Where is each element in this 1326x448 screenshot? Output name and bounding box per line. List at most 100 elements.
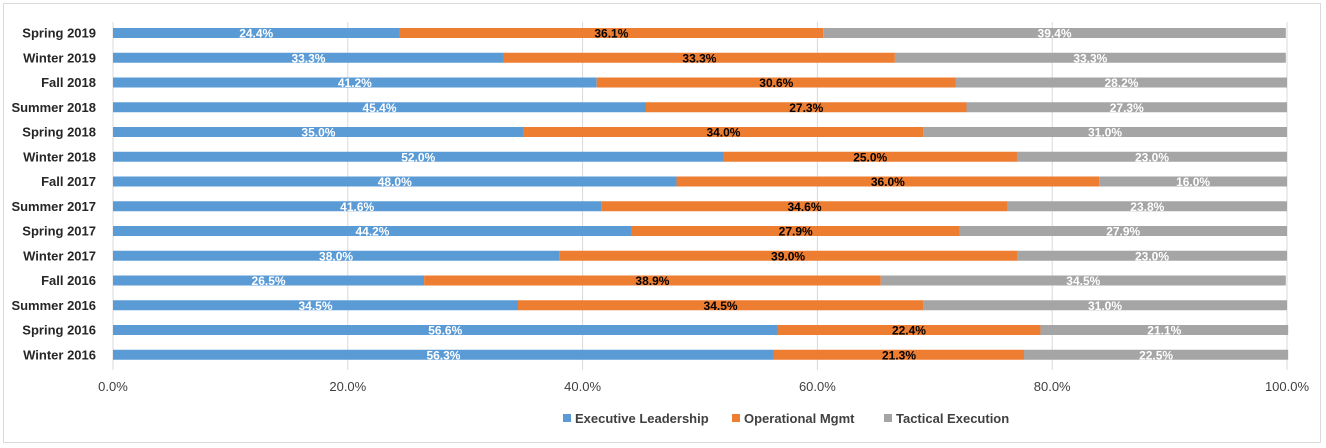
- bar-segment: [113, 250, 560, 261]
- data-label: 27.3%: [789, 101, 823, 115]
- data-label: 44.2%: [355, 225, 389, 239]
- data-label: 33.3%: [291, 51, 325, 65]
- data-label: 34.5%: [1066, 274, 1100, 288]
- bar-segment: [823, 28, 1286, 38]
- data-label: 45.4%: [362, 101, 396, 115]
- data-label: 25.0%: [853, 150, 887, 164]
- bar-segment: [966, 102, 1287, 113]
- bar-segment: [113, 201, 602, 212]
- bar-segment: [399, 28, 824, 38]
- legend-swatch: [884, 414, 892, 422]
- data-label: 31.0%: [1088, 126, 1122, 140]
- category-label: Summer 2018: [11, 100, 96, 115]
- category-label: Summer 2016: [11, 298, 96, 313]
- category-label: Fall 2016: [41, 273, 96, 288]
- data-label: 21.1%: [1147, 324, 1181, 338]
- x-tick-label: 80.0%: [1034, 379, 1071, 394]
- bar-segment: [723, 151, 1017, 162]
- bar-segment: [955, 77, 1287, 88]
- category-label: Winter 2018: [23, 149, 96, 164]
- category-label: Spring 2019: [22, 26, 96, 41]
- data-label: 28.2%: [1104, 76, 1138, 90]
- data-label: 30.6%: [759, 76, 793, 90]
- data-label: 34.6%: [787, 200, 821, 214]
- data-label: 26.5%: [252, 274, 286, 288]
- legend-label: Operational Mgmt: [744, 411, 855, 426]
- bar-segment: [645, 102, 967, 113]
- category-label: Winter 2019: [23, 50, 96, 65]
- data-label: 38.9%: [635, 274, 669, 288]
- legend-swatch: [563, 414, 571, 422]
- bar-segment: [424, 275, 881, 286]
- bar-segment: [923, 300, 1287, 311]
- bar-segment: [113, 28, 400, 38]
- bar-segment: [1099, 176, 1287, 187]
- category-label: Spring 2017: [22, 224, 96, 239]
- bar-segment: [113, 52, 504, 63]
- data-label: 27.9%: [1106, 225, 1140, 239]
- bar-segment: [113, 176, 677, 187]
- bar-segment: [559, 250, 1017, 261]
- bar-segment: [601, 201, 1008, 212]
- data-label: 38.0%: [319, 249, 353, 263]
- x-tick-label: 40.0%: [564, 379, 601, 394]
- data-label: 35.0%: [301, 126, 335, 140]
- category-label: Winter 2016: [23, 347, 96, 362]
- bar-segment: [1024, 349, 1289, 360]
- category-label: Fall 2017: [41, 174, 96, 189]
- data-label: 39.4%: [1038, 27, 1072, 41]
- data-label: 31.0%: [1088, 299, 1122, 313]
- data-label: 39.0%: [771, 249, 805, 263]
- bar-segment: [113, 77, 597, 88]
- bar-segment: [113, 127, 524, 137]
- bar-segment: [1007, 201, 1287, 212]
- data-label: 34.0%: [706, 126, 740, 140]
- bar-segment: [596, 77, 956, 88]
- data-label: 23.0%: [1135, 249, 1169, 263]
- data-label: 36.1%: [594, 27, 628, 41]
- bar-segment: [503, 52, 895, 63]
- data-label: 41.6%: [340, 200, 374, 214]
- bar-segment: [1016, 250, 1287, 261]
- bar-segment: [113, 349, 774, 360]
- bar-segment: [777, 325, 1041, 335]
- bar-segment: [113, 325, 778, 335]
- data-label: 22.5%: [1139, 348, 1173, 362]
- bar-segment: [113, 151, 724, 162]
- data-label: 41.2%: [338, 76, 372, 90]
- data-label: 34.5%: [704, 299, 738, 313]
- bar-segment: [113, 300, 519, 311]
- bar-segment: [518, 300, 924, 311]
- category-label: Summer 2017: [11, 199, 96, 214]
- data-label: 56.6%: [428, 324, 462, 338]
- bar-segment: [923, 127, 1287, 137]
- bar-segment: [959, 226, 1287, 236]
- bar-segment: [113, 102, 646, 113]
- category-label: Spring 2018: [22, 125, 96, 140]
- x-tick-label: 0.0%: [98, 379, 128, 394]
- category-label: Fall 2018: [41, 75, 96, 90]
- data-label: 27.9%: [779, 225, 813, 239]
- data-label: 27.3%: [1110, 101, 1144, 115]
- bar-segment: [631, 226, 960, 236]
- data-label: 23.8%: [1130, 200, 1164, 214]
- bar-segment: [880, 275, 1286, 286]
- chart-frame: [3, 3, 1321, 443]
- bar-segment: [113, 226, 632, 236]
- data-label: 21.3%: [882, 348, 916, 362]
- data-label: 23.0%: [1135, 150, 1169, 164]
- data-label: 34.5%: [298, 299, 332, 313]
- bar-segment: [523, 127, 924, 137]
- bar-segment: [113, 275, 425, 286]
- data-label: 22.4%: [892, 324, 926, 338]
- x-tick-label: 100.0%: [1265, 379, 1310, 394]
- bar-segment: [894, 52, 1286, 63]
- legend-swatch: [732, 414, 740, 422]
- data-label: 16.0%: [1176, 175, 1210, 189]
- category-label: Winter 2017: [23, 248, 96, 263]
- data-label: 33.3%: [1073, 51, 1107, 65]
- data-label: 52.0%: [401, 150, 435, 164]
- data-label: 56.3%: [426, 348, 460, 362]
- data-label: 36.0%: [871, 175, 905, 189]
